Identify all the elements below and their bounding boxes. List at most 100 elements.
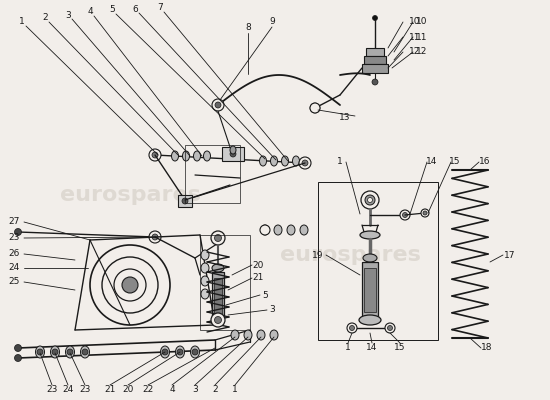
Circle shape: [152, 234, 158, 240]
Bar: [222, 147, 244, 161]
Ellipse shape: [260, 156, 267, 166]
Text: 24: 24: [62, 386, 74, 394]
Circle shape: [152, 152, 158, 158]
Circle shape: [67, 349, 73, 355]
Ellipse shape: [190, 346, 200, 358]
Circle shape: [14, 344, 21, 352]
Text: 8: 8: [245, 24, 251, 32]
Circle shape: [52, 349, 58, 355]
Ellipse shape: [270, 330, 278, 340]
Circle shape: [361, 191, 379, 209]
Text: 2: 2: [212, 386, 218, 394]
Ellipse shape: [274, 225, 282, 235]
Text: 18: 18: [481, 344, 493, 352]
Ellipse shape: [257, 330, 265, 340]
Ellipse shape: [293, 156, 300, 166]
Circle shape: [302, 160, 308, 166]
Circle shape: [211, 231, 225, 245]
Text: 11: 11: [409, 32, 421, 42]
Bar: [212, 272, 224, 317]
Ellipse shape: [287, 225, 295, 235]
Circle shape: [122, 277, 138, 293]
Text: 3: 3: [65, 10, 71, 20]
Ellipse shape: [194, 151, 201, 161]
Text: 12: 12: [409, 48, 421, 56]
Ellipse shape: [360, 231, 380, 239]
Ellipse shape: [230, 146, 236, 154]
Text: 19: 19: [312, 250, 324, 260]
Text: 23: 23: [8, 234, 20, 242]
Circle shape: [14, 354, 21, 362]
Bar: [362, 64, 388, 73]
Circle shape: [192, 349, 198, 355]
Ellipse shape: [201, 263, 209, 273]
Ellipse shape: [80, 346, 90, 358]
Circle shape: [114, 269, 146, 301]
Text: 1: 1: [232, 386, 238, 394]
Bar: [178, 195, 192, 207]
Ellipse shape: [231, 330, 239, 340]
Text: 15: 15: [394, 344, 406, 352]
Ellipse shape: [161, 346, 169, 358]
Text: 11: 11: [416, 32, 428, 42]
Ellipse shape: [363, 254, 377, 262]
Circle shape: [310, 103, 320, 113]
Circle shape: [212, 99, 224, 111]
Bar: [318, 182, 438, 340]
Bar: [214, 278, 222, 316]
Ellipse shape: [172, 151, 179, 161]
Text: 15: 15: [449, 158, 461, 166]
Circle shape: [182, 198, 188, 204]
Circle shape: [214, 316, 222, 324]
Circle shape: [385, 323, 395, 333]
Bar: [185, 145, 240, 203]
Text: 3: 3: [192, 386, 198, 394]
Ellipse shape: [212, 264, 224, 272]
Text: 10: 10: [416, 18, 428, 26]
Text: 14: 14: [426, 158, 438, 166]
Circle shape: [149, 149, 161, 161]
Circle shape: [102, 257, 158, 313]
Ellipse shape: [204, 151, 211, 161]
Circle shape: [162, 349, 168, 355]
Text: 7: 7: [157, 4, 163, 12]
Text: 9: 9: [269, 18, 275, 26]
Ellipse shape: [359, 315, 381, 325]
Text: 26: 26: [8, 250, 20, 258]
Circle shape: [388, 326, 393, 330]
Text: 4: 4: [87, 8, 93, 16]
Circle shape: [421, 209, 429, 217]
Text: 22: 22: [142, 386, 153, 394]
Ellipse shape: [183, 151, 190, 161]
Circle shape: [310, 103, 320, 113]
Circle shape: [14, 228, 21, 236]
Circle shape: [403, 212, 408, 218]
Circle shape: [214, 234, 222, 242]
Text: 17: 17: [504, 250, 516, 260]
Circle shape: [211, 313, 225, 327]
Circle shape: [90, 245, 170, 325]
Text: 13: 13: [339, 114, 351, 122]
Text: 5: 5: [262, 290, 268, 300]
Text: 1: 1: [345, 344, 351, 352]
Circle shape: [372, 16, 377, 20]
Text: 1: 1: [19, 18, 25, 26]
Text: 20: 20: [122, 386, 134, 394]
Ellipse shape: [51, 346, 59, 358]
Circle shape: [230, 151, 236, 157]
Text: 6: 6: [132, 4, 138, 14]
Text: 4: 4: [169, 386, 175, 394]
Circle shape: [423, 211, 427, 215]
Circle shape: [149, 231, 161, 243]
Ellipse shape: [65, 346, 74, 358]
Circle shape: [260, 225, 270, 235]
Circle shape: [215, 102, 221, 108]
Text: 3: 3: [269, 306, 275, 314]
Text: 14: 14: [366, 344, 378, 352]
Ellipse shape: [300, 225, 308, 235]
Text: 21: 21: [104, 386, 116, 394]
Circle shape: [299, 157, 311, 169]
Ellipse shape: [201, 276, 209, 286]
Text: 5: 5: [109, 6, 115, 14]
Circle shape: [37, 349, 43, 355]
